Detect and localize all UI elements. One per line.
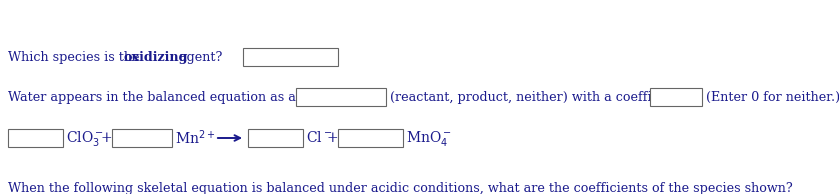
Text: agent?: agent? — [175, 50, 222, 63]
Bar — [243, 48, 338, 66]
Bar — [650, 88, 702, 106]
Text: oxidizing: oxidizing — [123, 50, 187, 63]
Text: +: + — [100, 131, 112, 145]
Bar — [248, 129, 303, 147]
Bar — [8, 129, 63, 147]
Text: Cl$^-$: Cl$^-$ — [306, 131, 332, 146]
Text: +: + — [326, 131, 337, 145]
Text: Water appears in the balanced equation as a: Water appears in the balanced equation a… — [8, 90, 296, 104]
Text: (Enter 0 for neither.): (Enter 0 for neither.) — [706, 90, 839, 104]
Text: When the following skeletal equation is balanced under acidic conditions, what a: When the following skeletal equation is … — [8, 182, 793, 194]
Bar — [112, 129, 172, 147]
Bar — [296, 88, 386, 106]
Text: ClO$_3^-$: ClO$_3^-$ — [66, 128, 103, 147]
Text: MnO$_4^-$: MnO$_4^-$ — [406, 128, 451, 147]
Text: Which species is the: Which species is the — [8, 50, 143, 63]
Bar — [338, 129, 403, 147]
Text: Mn$^{2+}$: Mn$^{2+}$ — [175, 129, 216, 147]
Text: (reactant, product, neither) with a coefficient of: (reactant, product, neither) with a coef… — [390, 90, 700, 104]
